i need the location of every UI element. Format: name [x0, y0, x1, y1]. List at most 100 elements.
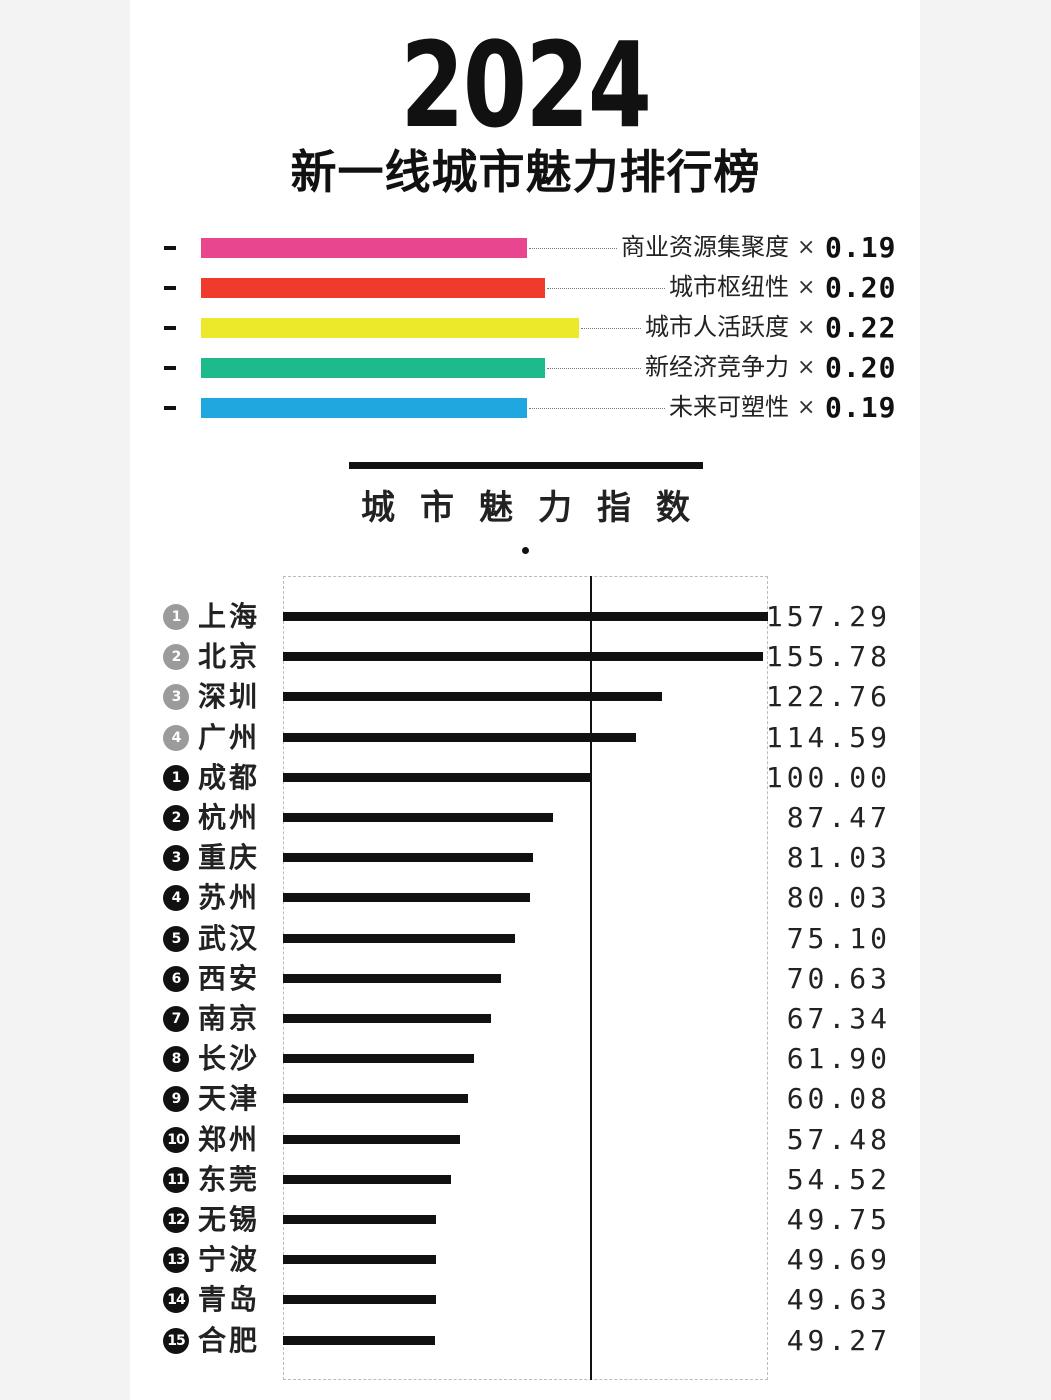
city-label: 郑州 [198, 1123, 261, 1156]
weight-tick [164, 246, 176, 250]
data-label: 81.03 [786, 841, 891, 874]
rank-badge: 1 [163, 604, 189, 630]
chart-bar [283, 1215, 436, 1224]
chart-bar [283, 1295, 436, 1304]
weight-tick [164, 286, 176, 290]
chart-bar [283, 853, 533, 862]
rank-badge: 9 [163, 1086, 189, 1112]
rank-badge: 5 [163, 926, 189, 952]
weight-bar [201, 318, 579, 338]
chart-row: 3 深圳 122.76 [0, 677, 1051, 717]
data-label: 49.27 [786, 1324, 891, 1357]
chart-row: 9 天津 60.08 [0, 1079, 1051, 1119]
rank-badge: 3 [163, 845, 189, 871]
chart-row: 14 青岛 49.63 [0, 1280, 1051, 1320]
city-label: 宁波 [198, 1243, 261, 1276]
section-divider [349, 462, 703, 469]
data-label: 57.48 [786, 1123, 891, 1156]
data-label: 80.03 [786, 881, 891, 914]
chart-bar [283, 1255, 436, 1264]
weight-value: 0.22 [825, 311, 897, 344]
weight-leader [529, 408, 665, 409]
multiply-sign: × [797, 315, 816, 340]
data-label: 70.63 [786, 962, 891, 995]
city-label: 西安 [198, 962, 261, 995]
chart-bar [283, 733, 636, 742]
data-label: 155.78 [765, 640, 891, 673]
chart-bar [283, 1336, 435, 1345]
chart-row: 4 广州 114.59 [0, 718, 1051, 758]
chart-row: 1 上海 157.29 [0, 597, 1051, 637]
weight-row: 未来可塑性 × 0.19 [0, 391, 1051, 424]
weight-bar [201, 238, 527, 258]
data-label: 114.59 [765, 721, 891, 754]
weight-tick [164, 366, 176, 370]
chart-bar [283, 813, 553, 822]
chart-bar [283, 1175, 451, 1184]
chart-row: 3 重庆 81.03 [0, 838, 1051, 878]
chart-bar [283, 974, 501, 983]
chart-bar [283, 652, 763, 661]
chart-bar [283, 1054, 474, 1063]
rank-badge: 8 [163, 1046, 189, 1072]
chart-bar [283, 692, 662, 701]
data-label: 60.08 [786, 1082, 891, 1115]
data-label: 67.34 [786, 1002, 891, 1035]
weight-value: 0.20 [825, 351, 897, 384]
weight-row: 城市人活跃度 × 0.22 [0, 311, 1051, 344]
weight-leader [581, 328, 641, 329]
data-label: 49.75 [786, 1203, 891, 1236]
city-label: 天津 [198, 1082, 261, 1115]
weight-label: 未来可塑性 [669, 393, 789, 421]
weight-bar [201, 278, 545, 298]
city-label: 东莞 [198, 1163, 261, 1196]
city-label: 长沙 [198, 1042, 261, 1075]
data-label: 100.00 [765, 761, 891, 794]
chart-row: 6 西安 70.63 [0, 959, 1051, 999]
city-label: 广州 [198, 721, 261, 754]
rank-badge: 12 [163, 1207, 189, 1233]
weight-leader [547, 288, 665, 289]
weight-row: 城市枢纽性 × 0.20 [0, 271, 1051, 304]
chart-row: 7 南京 67.34 [0, 999, 1051, 1039]
rank-badge: 2 [163, 805, 189, 831]
data-label: 54.52 [786, 1163, 891, 1196]
city-label: 苏州 [198, 881, 261, 914]
chart-row: 2 北京 155.78 [0, 637, 1051, 677]
weight-label: 城市人活跃度 [645, 313, 789, 341]
chart-bar [283, 773, 591, 782]
city-label: 杭州 [198, 801, 261, 834]
chart-row: 1 成都 100.00 [0, 758, 1051, 798]
city-label: 无锡 [198, 1203, 261, 1236]
chart-row: 10 郑州 57.48 [0, 1120, 1051, 1160]
rank-badge: 3 [163, 684, 189, 710]
chart-bar [283, 893, 530, 902]
chart-row: 5 武汉 75.10 [0, 919, 1051, 959]
city-label: 青岛 [198, 1283, 261, 1316]
section-dot [522, 547, 529, 554]
weight-label: 新经济竞争力 [645, 353, 789, 381]
rank-badge: 4 [163, 885, 189, 911]
chart-row: 4 苏州 80.03 [0, 878, 1051, 918]
weight-tick [164, 326, 176, 330]
weight-value: 0.19 [825, 231, 897, 264]
chart-row: 12 无锡 49.75 [0, 1200, 1051, 1240]
weight-value: 0.20 [825, 271, 897, 304]
page-title: 新一线城市魅力排行榜 [290, 145, 761, 199]
data-label: 157.29 [765, 600, 891, 633]
rank-badge: 2 [163, 644, 189, 670]
year-title: 2024 [400, 16, 651, 154]
chart-bar [283, 1094, 468, 1103]
rank-badge: 10 [163, 1127, 189, 1153]
rank-badge: 15 [163, 1328, 189, 1354]
multiply-sign: × [797, 235, 816, 260]
reference-line [590, 576, 592, 1380]
weight-label: 商业资源集聚度 [621, 233, 789, 261]
rank-badge: 4 [163, 725, 189, 751]
city-label: 合肥 [198, 1324, 261, 1357]
city-label: 成都 [198, 761, 261, 794]
rank-badge: 11 [163, 1167, 189, 1193]
weight-value: 0.19 [825, 391, 897, 424]
weight-leader [529, 248, 617, 249]
city-label: 重庆 [198, 841, 261, 874]
